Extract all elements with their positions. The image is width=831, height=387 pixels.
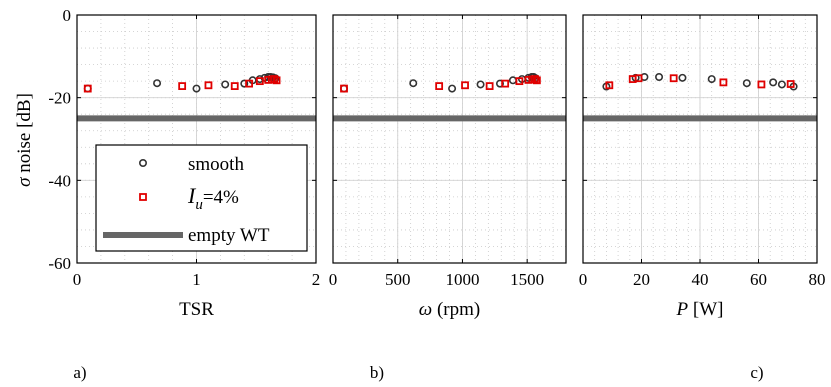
iu-point [245, 79, 253, 88]
legend-empty-label: empty WT [188, 225, 270, 246]
x-tick-label: 0 [73, 270, 82, 289]
x-tick-label: 40 [692, 270, 709, 289]
legend-iu-symbol: I [187, 183, 197, 208]
axes-box [332, 14, 567, 264]
iu-point [178, 82, 187, 90]
x-axis-label: ω (rpm) [419, 299, 480, 320]
y-axis-label-text: noise [dB] [14, 93, 35, 177]
legend: smooth Iu=4% empty WT [95, 144, 308, 252]
x-axis-label-symbol: P [676, 299, 689, 320]
x-tick-label: 1000 [445, 270, 479, 289]
legend-empty-line [103, 232, 183, 238]
smooth-point [508, 76, 517, 85]
panel-label: c) [750, 363, 763, 382]
iu-point [272, 76, 281, 85]
legend-smooth-label: smooth [188, 154, 244, 175]
chart-panel-2: 0 500 1000 1500 ω (rpm) b) [329, 14, 567, 382]
legend-iu-label: Iu=4% [187, 183, 239, 213]
iu-point [531, 75, 539, 83]
x-axis-label: TSR [179, 299, 214, 320]
iu-point [515, 77, 524, 86]
iu-point [501, 79, 510, 88]
y-axis-label-sigma: σ [14, 177, 35, 187]
legend-iu-marker [139, 193, 147, 201]
iu-point [719, 78, 728, 87]
y-tick-label: -40 [48, 171, 71, 190]
smooth-point [409, 79, 418, 88]
smooth-point [240, 79, 249, 88]
legend-iu-value: =4% [203, 187, 239, 208]
smooth-point [678, 73, 687, 82]
x-axis-label: P [W] [676, 299, 724, 320]
x-axis-label-unit: [W] [688, 299, 723, 320]
panel-label: a) [73, 363, 86, 382]
smooth-point [495, 79, 504, 88]
panel-label: b) [370, 363, 384, 382]
x-tick-label: 2 [312, 270, 321, 289]
smooth-point [655, 73, 664, 82]
y-tick-label: 0 [63, 6, 72, 25]
x-tick-label: 20 [633, 270, 650, 289]
chart-panel-1: 0 1 2 0 -20 -40 -60 TSR a) [48, 6, 320, 382]
iu-point [669, 74, 678, 83]
legend-smooth-marker [139, 159, 148, 168]
iu-point [230, 82, 239, 90]
y-tick-label: -60 [48, 254, 71, 273]
x-tick-label: 0 [579, 270, 588, 289]
smooth-point [448, 84, 457, 93]
iu-point [340, 84, 348, 93]
iu-point [255, 77, 264, 86]
x-tick-label: 0 [329, 270, 338, 289]
x-tick-label: 60 [750, 270, 767, 289]
iu-point [485, 82, 494, 90]
iu-point [435, 82, 444, 90]
smooth-point [221, 80, 230, 89]
x-tick-label: 1 [192, 270, 201, 289]
smooth-point [777, 80, 786, 89]
smooth-point [769, 78, 778, 87]
iu-point [532, 76, 541, 85]
iu-point [786, 80, 795, 88]
iu-point [204, 81, 213, 90]
smooth-point [153, 79, 162, 88]
iu-point [461, 81, 469, 90]
y-axis-label: σ noise [dB] [14, 93, 35, 187]
smooth-point [192, 84, 201, 93]
iu-point [634, 74, 643, 83]
y-tick-label: -20 [48, 89, 71, 108]
chart-panel-3: 0 20 40 60 80 P [W] c) [579, 14, 826, 382]
legend-iu-subscript: u [195, 197, 203, 213]
iu-point [83, 84, 92, 93]
iu-point [757, 80, 766, 89]
x-tick-label: 80 [809, 270, 826, 289]
smooth-point [707, 75, 716, 84]
x-axis-label-unit: (rpm) [432, 299, 480, 320]
x-axis-label-symbol: TSR [179, 299, 214, 320]
x-axis-label-symbol: ω [419, 299, 432, 320]
x-tick-label: 500 [385, 270, 411, 289]
smooth-point [476, 80, 485, 89]
iu-point [605, 81, 614, 90]
smooth-point [742, 79, 751, 88]
x-tick-label: 1500 [510, 270, 544, 289]
